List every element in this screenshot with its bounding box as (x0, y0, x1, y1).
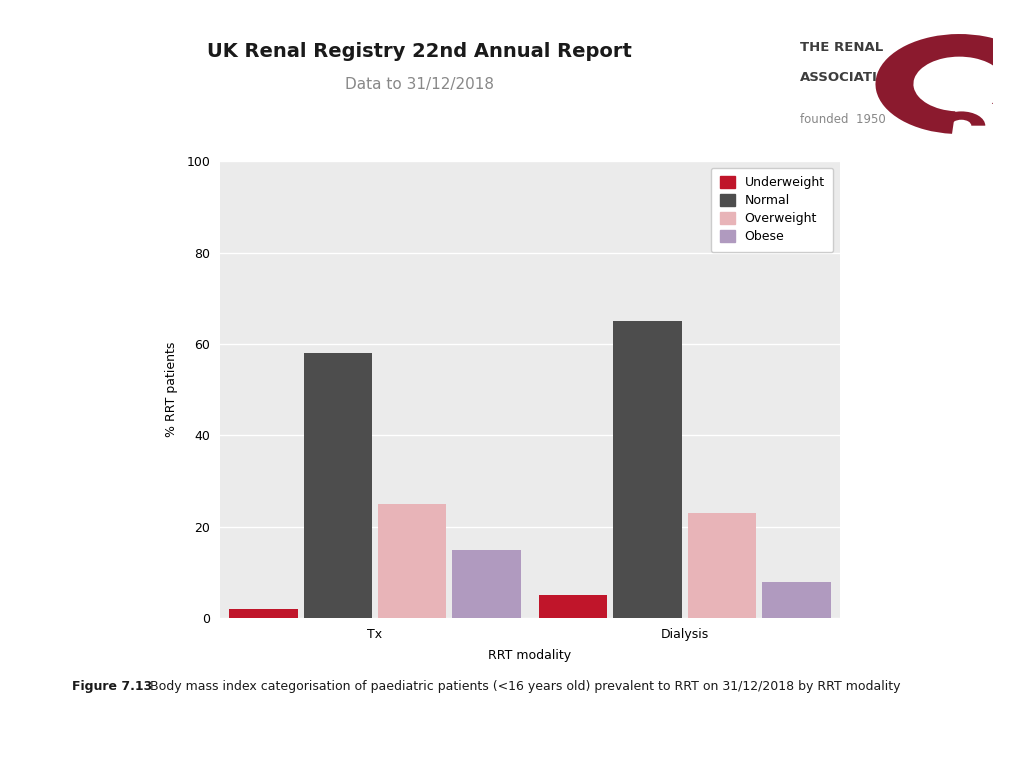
Text: Body mass index categorisation of paediatric patients (<16 years old) prevalent : Body mass index categorisation of paedia… (146, 680, 901, 693)
Y-axis label: % RRT patients: % RRT patients (165, 342, 178, 438)
Text: Data to 31/12/2018: Data to 31/12/2018 (345, 77, 495, 92)
Bar (453, 550, 521, 618)
Bar (304, 353, 372, 618)
Bar (613, 321, 682, 618)
Bar (378, 504, 446, 618)
Bar (762, 581, 830, 618)
Bar (229, 609, 298, 618)
X-axis label: RRT modality: RRT modality (488, 649, 571, 662)
Text: UK Renal Registry 22nd Annual Report: UK Renal Registry 22nd Annual Report (208, 42, 632, 61)
Bar (539, 595, 607, 618)
Wedge shape (937, 111, 985, 126)
Wedge shape (876, 34, 1024, 134)
Text: founded  1950: founded 1950 (800, 113, 886, 126)
Text: ASSOCIATION: ASSOCIATION (800, 71, 900, 84)
Legend: Underweight, Normal, Overweight, Obese: Underweight, Normal, Overweight, Obese (711, 167, 834, 252)
Text: THE RENAL: THE RENAL (800, 41, 883, 55)
Text: Figure 7.13: Figure 7.13 (72, 680, 152, 693)
Bar (688, 513, 756, 618)
